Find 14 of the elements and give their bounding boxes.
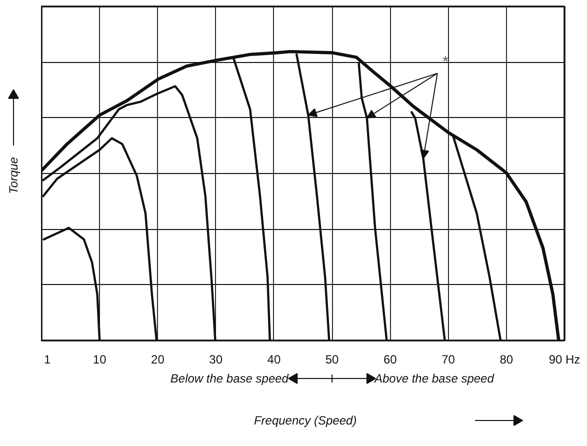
x-tick-label: 1 [44, 352, 51, 366]
x-tick-label: 30 [209, 352, 223, 366]
x-tick-label: 10 [92, 352, 107, 366]
x-tick-label: 40 [267, 352, 281, 366]
x-tick-label: 50 [325, 352, 340, 366]
x-tick-label: 60 [383, 352, 398, 366]
x-tick-label: 90 Hz [548, 352, 580, 366]
x-tick-label: 80 [500, 352, 514, 366]
y-axis-title: Torque [6, 156, 20, 194]
x-axis-title: Frequency (Speed) [254, 414, 357, 428]
text: Above the base speed [373, 372, 494, 386]
x-tick-label: 20 [151, 352, 165, 366]
text: Below the base speed [170, 372, 289, 386]
x-tick-label: 70 [442, 352, 456, 366]
